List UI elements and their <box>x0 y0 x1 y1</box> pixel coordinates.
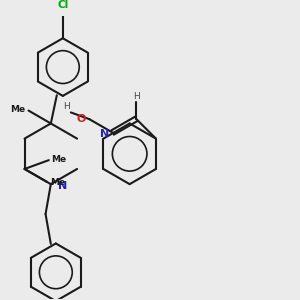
Text: Me: Me <box>11 105 26 114</box>
Text: Me: Me <box>50 178 65 187</box>
Text: Cl: Cl <box>57 0 68 11</box>
Text: O: O <box>76 113 86 124</box>
Text: H: H <box>63 102 70 111</box>
Text: H: H <box>133 92 140 101</box>
Text: N: N <box>100 129 109 139</box>
Text: Me: Me <box>52 155 67 164</box>
Text: N: N <box>58 181 68 190</box>
